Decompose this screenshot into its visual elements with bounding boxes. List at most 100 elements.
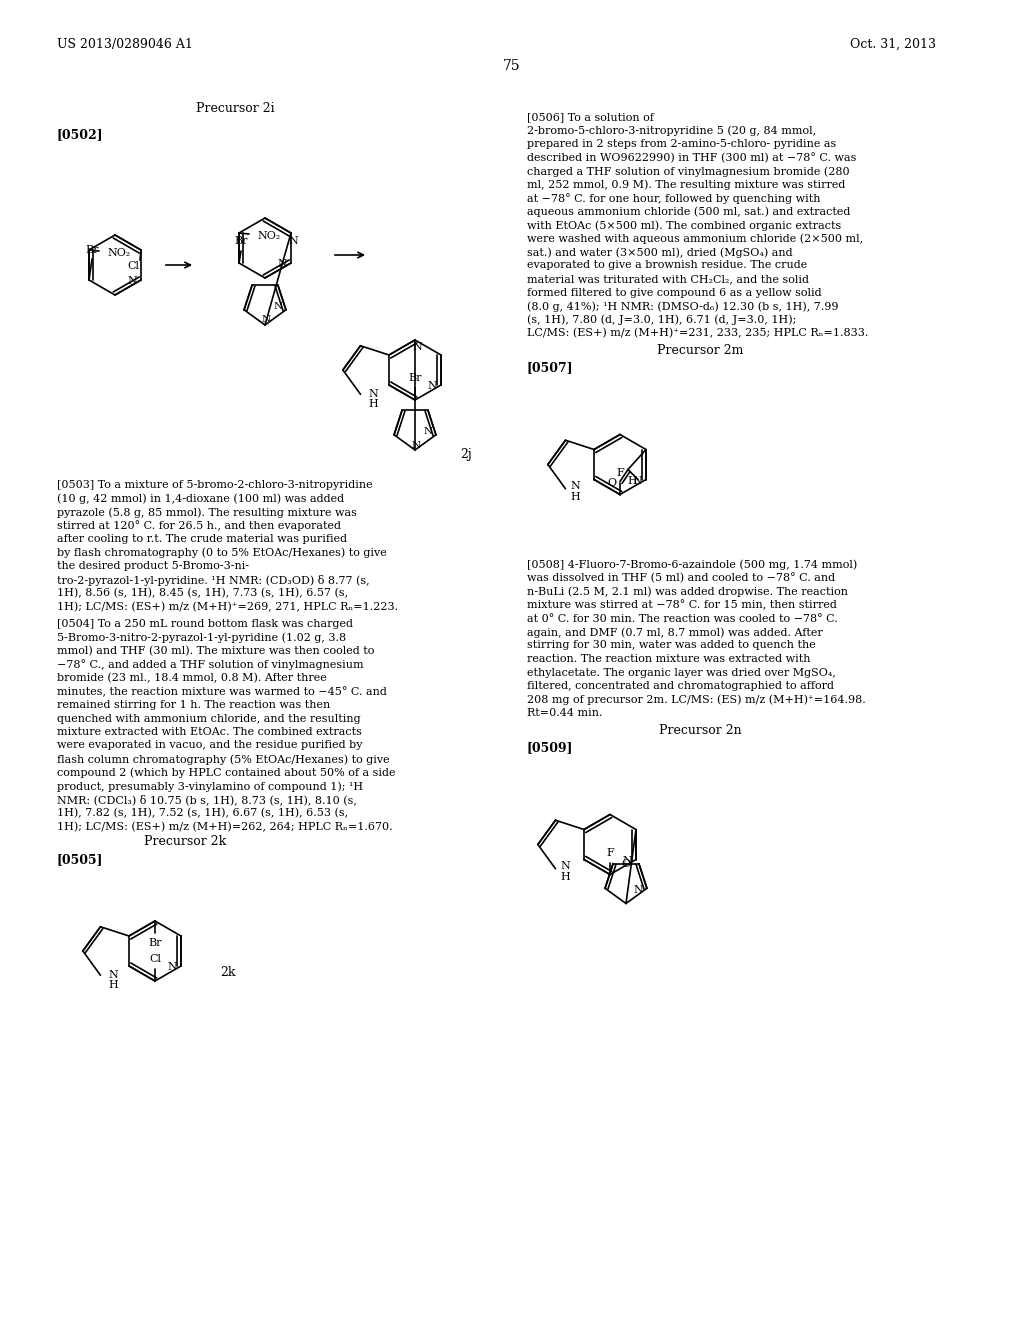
Text: stirring for 30 min, water was added to quench the: stirring for 30 min, water was added to … <box>527 640 816 651</box>
Text: N: N <box>127 276 137 286</box>
Text: N: N <box>560 861 570 871</box>
Text: were evaporated in vacuo, and the residue purified by: were evaporated in vacuo, and the residu… <box>57 741 362 751</box>
Text: at 0° C. for 30 min. The reaction was cooled to −78° C.: at 0° C. for 30 min. The reaction was co… <box>527 614 838 623</box>
Text: Rt=0.44 min.: Rt=0.44 min. <box>527 708 602 718</box>
Text: Cl: Cl <box>150 954 161 964</box>
Text: Br: Br <box>148 939 162 948</box>
Text: N: N <box>109 970 118 981</box>
Text: N: N <box>633 886 643 895</box>
Text: NO₂: NO₂ <box>108 248 130 257</box>
Text: [0504] To a 250 mL round bottom flask was charged: [0504] To a 250 mL round bottom flask wa… <box>57 619 353 630</box>
Text: reaction. The reaction mixture was extracted with: reaction. The reaction mixture was extra… <box>527 653 811 664</box>
Text: were washed with aqueous ammonium chloride (2×500 ml,: were washed with aqueous ammonium chlori… <box>527 234 863 244</box>
Text: N: N <box>412 441 421 450</box>
Text: US 2013/0289046 A1: US 2013/0289046 A1 <box>57 38 193 51</box>
Text: mixture was stirred at −78° C. for 15 min, then stirred: mixture was stirred at −78° C. for 15 mi… <box>527 601 837 611</box>
Text: Br: Br <box>85 246 98 255</box>
Text: (8.0 g, 41%); ¹H NMR: (DMSO-d₆) 12.30 (b s, 1H), 7.99: (8.0 g, 41%); ¹H NMR: (DMSO-d₆) 12.30 (b… <box>527 301 839 312</box>
Text: Precursor 2m: Precursor 2m <box>656 343 743 356</box>
Text: pyrazole (5.8 g, 85 mmol). The resulting mixture was: pyrazole (5.8 g, 85 mmol). The resulting… <box>57 507 357 517</box>
Text: prepared in 2 steps from 2-amino-5-chloro- pyridine as: prepared in 2 steps from 2-amino-5-chlor… <box>527 139 837 149</box>
Text: quenched with ammonium chloride, and the resulting: quenched with ammonium chloride, and the… <box>57 714 360 723</box>
Text: −78° C., and added a THF solution of vinylmagnesium: −78° C., and added a THF solution of vin… <box>57 660 364 671</box>
Text: 208 mg of precursor 2m. LC/MS: (ES) m/z (M+H)⁺=164.98.: 208 mg of precursor 2m. LC/MS: (ES) m/z … <box>527 694 865 705</box>
Text: [0502]: [0502] <box>57 128 103 141</box>
Text: was dissolved in THF (5 ml) and cooled to −78° C. and: was dissolved in THF (5 ml) and cooled t… <box>527 573 836 583</box>
Text: [0503] To a mixture of 5-bromo-2-chloro-3-nitropyridine: [0503] To a mixture of 5-bromo-2-chloro-… <box>57 480 373 490</box>
Text: N: N <box>278 259 287 269</box>
Text: H: H <box>570 492 581 502</box>
Text: at −78° C. for one hour, followed by quenching with: at −78° C. for one hour, followed by que… <box>527 193 820 203</box>
Text: NMR: (CDCl₃) δ 10.75 (b s, 1H), 8.73 (s, 1H), 8.10 (s,: NMR: (CDCl₃) δ 10.75 (b s, 1H), 8.73 (s,… <box>57 795 357 805</box>
Text: N: N <box>261 315 270 325</box>
Text: 1H), 8.56 (s, 1H), 8.45 (s, 1H), 7.73 (s, 1H), 6.57 (s,: 1H), 8.56 (s, 1H), 8.45 (s, 1H), 7.73 (s… <box>57 587 348 598</box>
Text: after cooling to r.t. The crude material was purified: after cooling to r.t. The crude material… <box>57 535 347 544</box>
Text: 75: 75 <box>503 59 521 73</box>
Text: filtered, concentrated and chromatographied to afford: filtered, concentrated and chromatograph… <box>527 681 834 690</box>
Text: remained stirring for 1 h. The reaction was then: remained stirring for 1 h. The reaction … <box>57 700 331 710</box>
Text: N: N <box>412 342 422 352</box>
Text: [0509]: [0509] <box>527 742 573 755</box>
Text: the desired product 5-Bromo-3-ni-: the desired product 5-Bromo-3-ni- <box>57 561 249 572</box>
Text: [0507]: [0507] <box>527 362 573 375</box>
Text: Cl: Cl <box>127 261 139 271</box>
Text: N: N <box>570 480 581 491</box>
Text: Br: Br <box>234 236 248 246</box>
Text: 5-Bromo-3-nitro-2-pyrazol-1-yl-pyridine (1.02 g, 3.8: 5-Bromo-3-nitro-2-pyrazol-1-yl-pyridine … <box>57 632 346 643</box>
Text: [0505]: [0505] <box>57 853 103 866</box>
Text: 1H); LC/MS: (ES+) m/z (M+H)=262, 264; HPLC Rₙ=1.670.: 1H); LC/MS: (ES+) m/z (M+H)=262, 264; HP… <box>57 821 392 832</box>
Text: NO₂: NO₂ <box>257 231 281 242</box>
Text: formed filtered to give compound 6 as a yellow solid: formed filtered to give compound 6 as a … <box>527 288 821 297</box>
Text: Precursor 2i: Precursor 2i <box>196 102 274 115</box>
Text: H: H <box>627 477 637 487</box>
Text: 2-bromo-5-chloro-3-nitropyridine 5 (20 g, 84 mmol,: 2-bromo-5-chloro-3-nitropyridine 5 (20 g… <box>527 125 816 136</box>
Text: mixture extracted with EtOAc. The combined extracts: mixture extracted with EtOAc. The combin… <box>57 727 361 737</box>
Text: O: O <box>607 479 616 488</box>
Text: N: N <box>423 428 432 437</box>
Text: bromide (23 ml., 18.4 mmol, 0.8 M). After three: bromide (23 ml., 18.4 mmol, 0.8 M). Afte… <box>57 673 327 684</box>
Text: minutes, the reaction mixture was warmed to −45° C. and: minutes, the reaction mixture was warmed… <box>57 686 387 697</box>
Text: Oct. 31, 2013: Oct. 31, 2013 <box>850 38 936 51</box>
Text: compound 2 (which by HPLC contained about 50% of a side: compound 2 (which by HPLC contained abou… <box>57 767 395 777</box>
Text: N: N <box>632 475 642 486</box>
Text: Precursor 2n: Precursor 2n <box>658 723 741 737</box>
Text: ethylacetate. The organic layer was dried over MgSO₄,: ethylacetate. The organic layer was drie… <box>527 668 836 677</box>
Text: F: F <box>606 847 613 858</box>
Text: by flash chromatography (0 to 5% EtOAc/Hexanes) to give: by flash chromatography (0 to 5% EtOAc/H… <box>57 548 387 558</box>
Text: N: N <box>288 236 298 246</box>
Text: O: O <box>621 859 630 869</box>
Text: tro-2-pyrazol-1-yl-pyridine. ¹H NMR: (CD₃OD) δ 8.77 (s,: tro-2-pyrazol-1-yl-pyridine. ¹H NMR: (CD… <box>57 574 370 586</box>
Text: N: N <box>167 962 177 972</box>
Text: Precursor 2k: Precursor 2k <box>144 836 226 847</box>
Text: 2k: 2k <box>220 966 236 979</box>
Text: H: H <box>560 871 570 882</box>
Text: 1H); LC/MS: (ES+) m/z (M+H)⁺=269, 271, HPLC Rₙ=1.223.: 1H); LC/MS: (ES+) m/z (M+H)⁺=269, 271, H… <box>57 602 398 612</box>
Text: mmol) and THF (30 ml). The mixture was then cooled to: mmol) and THF (30 ml). The mixture was t… <box>57 645 375 656</box>
Text: aqueous ammonium chloride (500 ml, sat.) and extracted: aqueous ammonium chloride (500 ml, sat.)… <box>527 206 850 216</box>
Text: again, and DMF (0.7 ml, 8.7 mmol) was added. After: again, and DMF (0.7 ml, 8.7 mmol) was ad… <box>527 627 822 638</box>
Text: 1H), 7.82 (s, 1H), 7.52 (s, 1H), 6.67 (s, 1H), 6.53 (s,: 1H), 7.82 (s, 1H), 7.52 (s, 1H), 6.67 (s… <box>57 808 348 818</box>
Text: sat.) and water (3×500 ml), dried (MgSO₄) and: sat.) and water (3×500 ml), dried (MgSO₄… <box>527 247 793 257</box>
Text: charged a THF solution of vinylmagnesium bromide (280: charged a THF solution of vinylmagnesium… <box>527 166 850 177</box>
Text: [0508] 4-Fluoro-7-Bromo-6-azaindole (500 mg, 1.74 mmol): [0508] 4-Fluoro-7-Bromo-6-azaindole (500… <box>527 560 857 570</box>
Text: ml, 252 mmol, 0.9 M). The resulting mixture was stirred: ml, 252 mmol, 0.9 M). The resulting mixt… <box>527 180 846 190</box>
Text: N: N <box>273 302 283 312</box>
Text: n-BuLi (2.5 M, 2.1 ml) was added dropwise. The reaction: n-BuLi (2.5 M, 2.1 ml) was added dropwis… <box>527 586 848 597</box>
Text: LC/MS: (ES+) m/z (M+H)⁺=231, 233, 235; HPLC Rₙ=1.833.: LC/MS: (ES+) m/z (M+H)⁺=231, 233, 235; H… <box>527 327 868 338</box>
Text: evaporated to give a brownish residue. The crude: evaporated to give a brownish residue. T… <box>527 260 807 271</box>
Text: material was triturated with CH₂Cl₂, and the solid: material was triturated with CH₂Cl₂, and… <box>527 275 809 284</box>
Text: flash column chromatography (5% EtOAc/Hexanes) to give: flash column chromatography (5% EtOAc/He… <box>57 754 389 764</box>
Text: 2j: 2j <box>460 447 472 461</box>
Text: N: N <box>427 381 437 391</box>
Text: with EtOAc (5×500 ml). The combined organic extracts: with EtOAc (5×500 ml). The combined orga… <box>527 220 842 231</box>
Text: H: H <box>109 981 118 990</box>
Text: stirred at 120° C. for 26.5 h., and then evaporated: stirred at 120° C. for 26.5 h., and then… <box>57 520 341 532</box>
Text: (10 g, 42 mmol) in 1,4-dioxane (100 ml) was added: (10 g, 42 mmol) in 1,4-dioxane (100 ml) … <box>57 494 344 504</box>
Text: F: F <box>616 467 624 478</box>
Text: N: N <box>623 855 632 866</box>
Text: N: N <box>369 389 378 399</box>
Text: [0506] To a solution of: [0506] To a solution of <box>527 112 654 121</box>
Text: Br: Br <box>409 374 422 383</box>
Text: H: H <box>369 399 378 409</box>
Text: (s, 1H), 7.80 (d, J=3.0, 1H), 6.71 (d, J=3.0, 1H);: (s, 1H), 7.80 (d, J=3.0, 1H), 6.71 (d, J… <box>527 314 797 325</box>
